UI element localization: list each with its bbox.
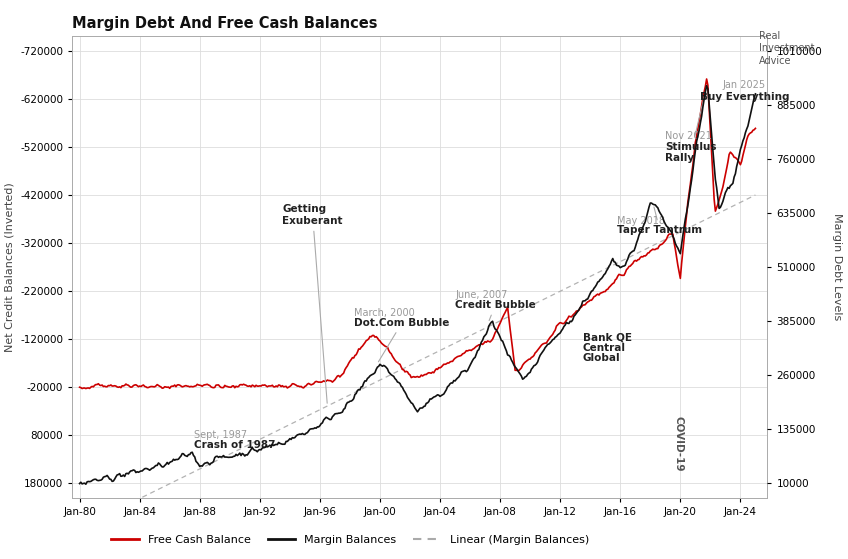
Y-axis label: Net Credit Balances (Inverted): Net Credit Balances (Inverted) — [4, 182, 14, 352]
Text: Jan 2025: Jan 2025 — [722, 80, 766, 90]
Text: Dot.Com Bubble: Dot.Com Bubble — [354, 318, 449, 362]
Text: June, 2007: June, 2007 — [455, 290, 507, 300]
Text: Central: Central — [583, 343, 626, 353]
Text: Stimulus
Rally: Stimulus Rally — [666, 86, 717, 163]
Text: Sept, 1987: Sept, 1987 — [193, 430, 247, 440]
Text: Global: Global — [583, 353, 621, 363]
Text: Credit Bubble: Credit Bubble — [455, 300, 536, 320]
Text: Buy Everything: Buy Everything — [700, 92, 789, 102]
Text: COVID-19: COVID-19 — [673, 415, 683, 471]
Text: Bank QE: Bank QE — [583, 333, 632, 343]
Text: Getting
Exuberant: Getting Exuberant — [282, 204, 343, 403]
Text: May 2018: May 2018 — [617, 216, 665, 226]
Text: Real
Investment
Advice: Real Investment Advice — [759, 31, 814, 65]
Text: March, 2000: March, 2000 — [354, 308, 416, 318]
Text: Nov 2021: Nov 2021 — [666, 131, 712, 141]
Text: Taper Tantrum: Taper Tantrum — [617, 207, 702, 235]
Y-axis label: Margin Debt Levels: Margin Debt Levels — [832, 214, 842, 320]
Text: Crash of 1987: Crash of 1987 — [193, 440, 276, 451]
Text: Margin Debt And Free Cash Balances: Margin Debt And Free Cash Balances — [72, 16, 377, 31]
Legend: Free Cash Balance, Margin Balances, Linear (Margin Balances): Free Cash Balance, Margin Balances, Line… — [107, 530, 594, 549]
